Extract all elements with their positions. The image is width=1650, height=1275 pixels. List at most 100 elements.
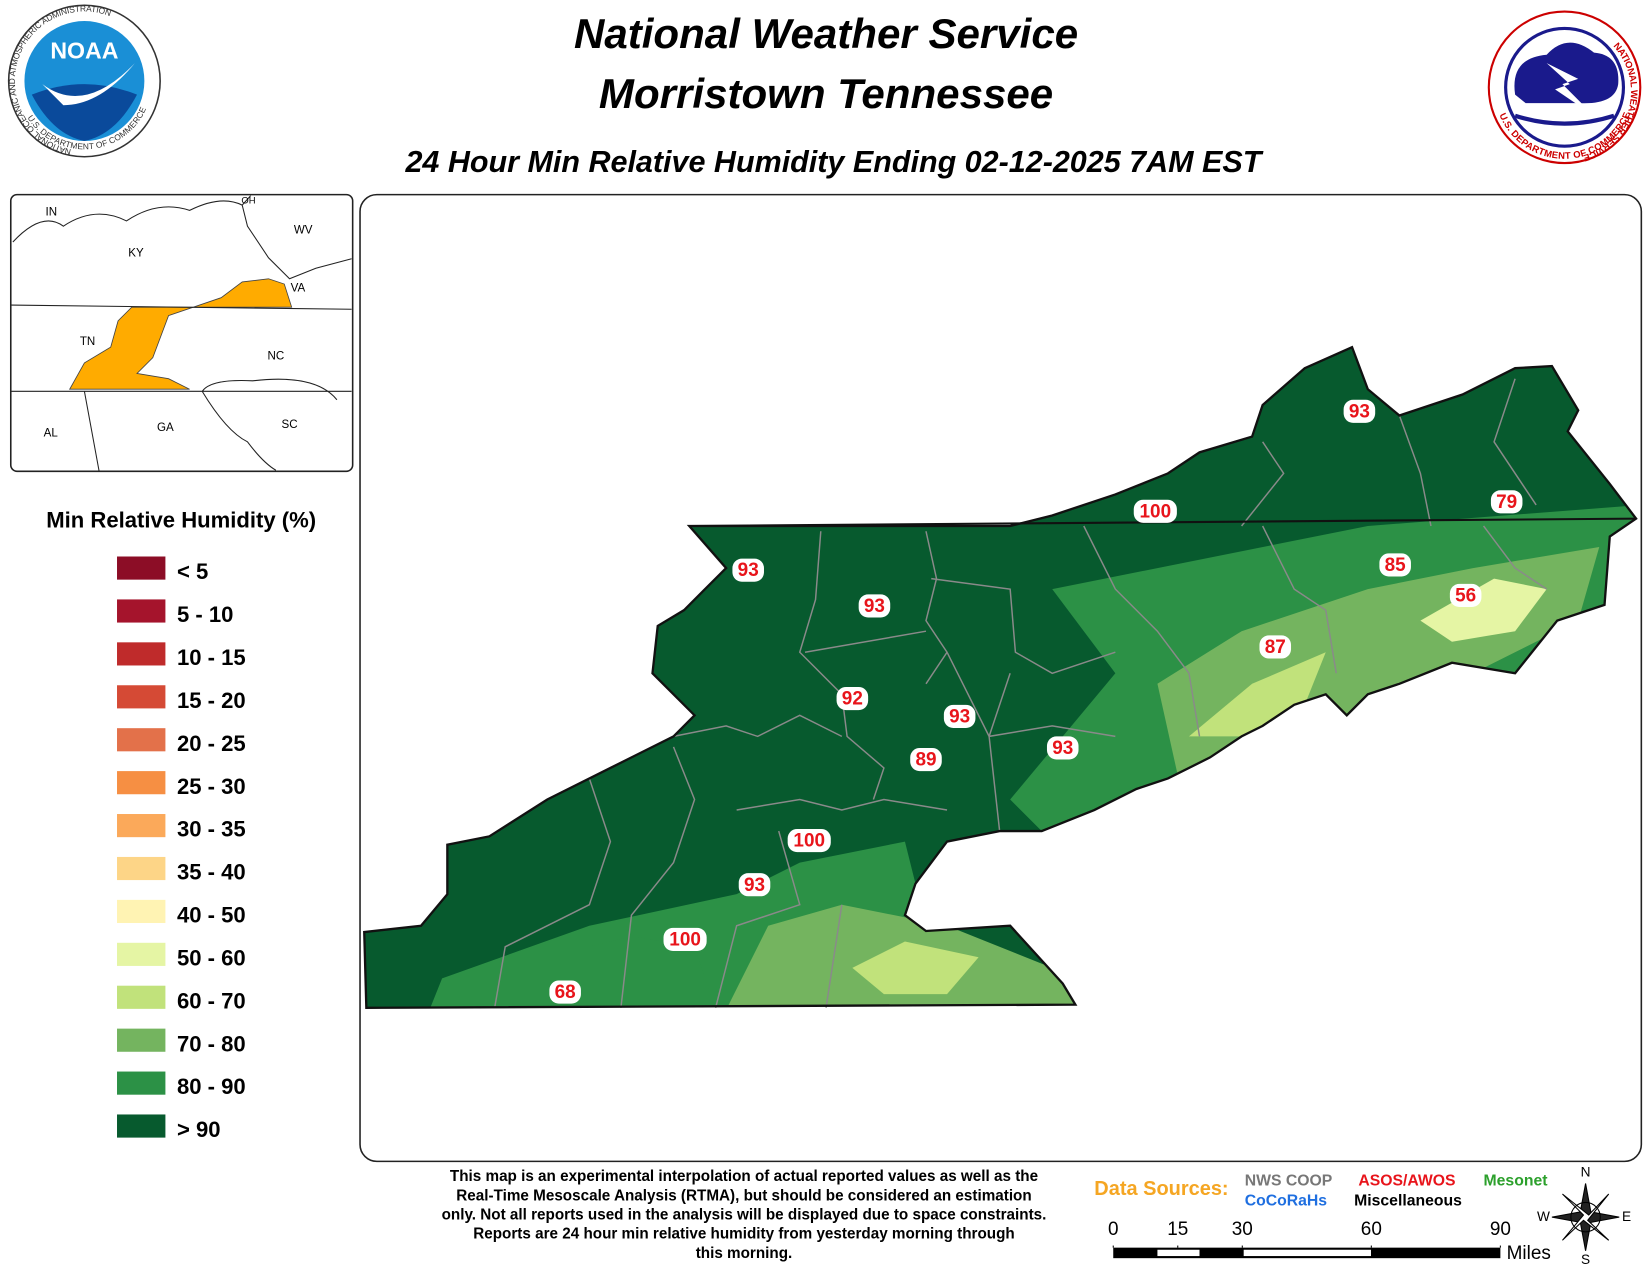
scale-tick-label: 30 — [1232, 1219, 1253, 1240]
legend-label: 35 - 40 — [177, 860, 246, 885]
inset-state-label: NC — [268, 351, 285, 363]
station-badge — [1490, 490, 1523, 514]
disclaimer: This map is an experimental interpolatio… — [442, 1168, 1047, 1262]
inset-state-label: IN — [45, 207, 57, 219]
noaa-logo: NOAA NATIONAL OCEANIC AND ATMOSPHERIC AD… — [7, 4, 161, 158]
noaa-text: NOAA — [50, 38, 118, 64]
station-value: 92 — [842, 689, 863, 710]
legend-label: 50 - 60 — [177, 945, 246, 970]
legend-swatch — [117, 899, 166, 924]
inset-state-label: OH — [241, 195, 255, 206]
scale-tick-label: 15 — [1167, 1219, 1188, 1240]
inset-state-label: TN — [80, 336, 95, 348]
station-badge — [1343, 399, 1376, 423]
nws-logo: NATIONAL WEATHER SERVICE U.S. DEPARTMENT… — [1487, 10, 1642, 165]
station-badge — [943, 704, 976, 728]
region-outline — [363, 345, 1638, 1009]
legend-label: 70 - 80 — [177, 1031, 246, 1056]
inset-state-label: SC — [282, 419, 298, 431]
disclaimer-line: Real-Time Mesoscale Analysis (RTMA), but… — [456, 1187, 1031, 1204]
station-value: 93 — [744, 875, 765, 896]
inset-state-label: WV — [294, 224, 313, 236]
legend: < 5 5 - 10 10 - 15 15 - 20 20 - 25 25 - 30 30 … — [117, 556, 246, 1142]
legend-swatch — [117, 1114, 166, 1138]
stations: 93 100 79 93 93 85 56 87 92 93 93 89 100 93 100 68 — [549, 399, 1523, 1004]
disclaimer-line: only. Not all reports used in the analys… — [442, 1206, 1047, 1223]
legend-label: 15 - 20 — [177, 688, 246, 713]
station-badge — [1133, 499, 1177, 523]
legend-swatch — [117, 1028, 166, 1052]
station-badge — [738, 873, 771, 897]
compass-n: N — [1581, 1165, 1591, 1180]
legend-label: 40 - 50 — [177, 903, 246, 928]
scale-tick-label: 60 — [1361, 1219, 1382, 1240]
legend-swatch — [117, 856, 166, 881]
subtitle: Morristown Tennessee — [599, 70, 1053, 117]
station-badge — [549, 980, 581, 1004]
station-value: 85 — [1385, 555, 1406, 576]
scale-tick-label: 0 — [1108, 1219, 1119, 1240]
compass-e: E — [1622, 1209, 1631, 1224]
scale-bar: Miles 0 15 30 60 90 — [1108, 1219, 1551, 1264]
disclaimer-line: This map is an experimental interpolatio… — [450, 1168, 1038, 1185]
legend-swatch — [117, 556, 166, 580]
data-source: Mesonet — [1484, 1173, 1549, 1190]
station-value: 100 — [793, 831, 825, 852]
station-value: 87 — [1265, 637, 1286, 658]
station-badge — [1046, 736, 1079, 760]
legend-label: 25 - 30 — [177, 774, 246, 799]
inset-state-label: VA — [291, 282, 306, 294]
data-sources-label: Data Sources: — [1094, 1178, 1228, 1200]
disclaimer-line: Reports are 24 hour min relative humidit… — [473, 1226, 1014, 1243]
legend-label: > 90 — [177, 1117, 221, 1142]
inset-state-label: GA — [157, 422, 174, 434]
legend-swatch — [117, 771, 166, 795]
legend-label: 5 - 10 — [177, 602, 233, 627]
station-value: 56 — [1455, 585, 1476, 606]
station-value: 93 — [1052, 738, 1073, 759]
map-title: 24 Hour Min Relative Humidity Ending 02-… — [404, 145, 1263, 179]
legend-swatch — [117, 814, 166, 838]
legend-swatch — [117, 942, 166, 966]
legend-swatch — [117, 685, 166, 709]
data-source: CoCoRaHs — [1245, 1193, 1328, 1210]
legend-label: 80 - 90 — [177, 1074, 246, 1099]
disclaimer-line: this morning. — [696, 1245, 793, 1262]
legend-label: < 5 — [177, 559, 208, 584]
station-badge — [836, 686, 869, 711]
legend-label: 30 - 35 — [177, 817, 246, 842]
station-value: 68 — [555, 982, 576, 1003]
station-value: 93 — [949, 706, 970, 727]
data-sources: NWS COOP ASOS/AWOS Mesonet CoCoRaHs Miscella… — [1245, 1173, 1548, 1210]
data-source: Miscellaneous — [1354, 1193, 1462, 1210]
station-value: 100 — [669, 929, 701, 950]
station-value: 89 — [915, 750, 936, 771]
legend-swatch — [117, 599, 166, 623]
legend-swatch — [117, 985, 166, 1009]
station-value: 93 — [1349, 401, 1370, 422]
scale-unit: Miles — [1507, 1243, 1551, 1264]
station-value: 100 — [1140, 501, 1172, 522]
inset-state-label: KY — [128, 248, 144, 260]
scale-tick-label: 90 — [1490, 1219, 1511, 1240]
inset-map: IN OH KY WV VA TN NC AL GA SC — [9, 193, 354, 473]
legend-swatch — [117, 1071, 166, 1095]
data-source: ASOS/AWOS — [1358, 1173, 1455, 1190]
legend-swatch — [117, 642, 166, 666]
legend-label: 60 - 70 — [177, 988, 246, 1013]
legend-label: 10 - 15 — [177, 645, 246, 670]
compass: N E S W — [1537, 1165, 1631, 1267]
station-badge — [1379, 553, 1411, 577]
station-value: 93 — [738, 560, 759, 581]
station-badge — [663, 927, 707, 951]
legend-label: 20 - 25 — [177, 731, 246, 756]
title: National Weather Service — [574, 10, 1078, 57]
station-value: 93 — [864, 596, 885, 617]
station-badge — [1449, 583, 1482, 607]
station-badge — [1259, 635, 1292, 659]
station-badge — [787, 828, 831, 853]
legend-title: Min Relative Humidity (%) — [46, 508, 316, 533]
compass-w: W — [1537, 1209, 1550, 1224]
